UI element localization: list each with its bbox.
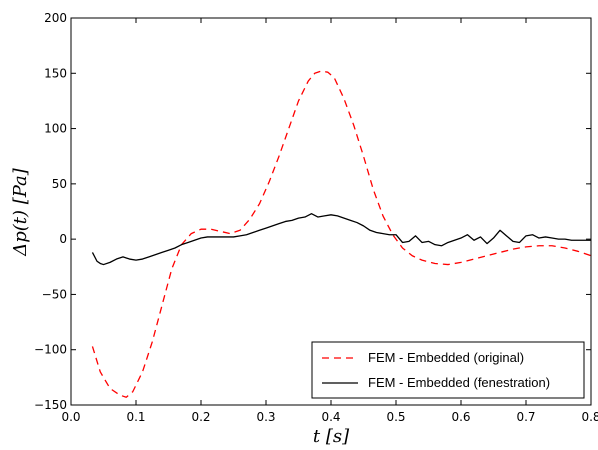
y-tick-label: 200 xyxy=(44,11,67,25)
x-tick-label: 0.8 xyxy=(581,410,598,424)
y-tick-label: −50 xyxy=(42,287,67,301)
x-tick-label: 0.5 xyxy=(386,410,405,424)
legend-label-fenestration: FEM - Embedded (fenestration) xyxy=(368,375,550,390)
y-axis-ticks: 200 150 100 50 0 −50 −100 −150 xyxy=(34,11,591,412)
y-tick-label: −150 xyxy=(34,398,67,412)
x-tick-label: 0.1 xyxy=(126,410,145,424)
x-tick-label: 0.7 xyxy=(516,410,535,424)
legend: FEM - Embedded (original) FEM - Embedded… xyxy=(311,341,585,399)
x-tick-label: 0.0 xyxy=(61,410,80,424)
y-tick-label: 50 xyxy=(52,177,67,191)
x-tick-label: 0.6 xyxy=(451,410,470,424)
x-axis-label: t [s] xyxy=(313,426,350,447)
y-tick-label: 100 xyxy=(44,122,67,136)
series-layer xyxy=(91,70,591,398)
y-tick-label: 150 xyxy=(44,66,67,80)
x-tick-label: 0.4 xyxy=(321,410,340,424)
x-tick-label: 0.2 xyxy=(191,410,210,424)
y-axis-label: Δp(t) [Pa] xyxy=(10,167,31,257)
y-tick-label: 0 xyxy=(59,232,67,246)
x-tick-label: 0.3 xyxy=(256,410,275,424)
x-axis-ticks: 0.0 0.1 0.2 0.3 0.4 0.5 0.6 0.7 0.8 xyxy=(61,18,598,424)
series-line-fenestration xyxy=(91,213,591,266)
legend-box xyxy=(311,341,585,399)
y-tick-label: −100 xyxy=(34,343,67,357)
series-line-original xyxy=(91,70,591,398)
legend-label-original: FEM - Embedded (original) xyxy=(368,350,524,365)
